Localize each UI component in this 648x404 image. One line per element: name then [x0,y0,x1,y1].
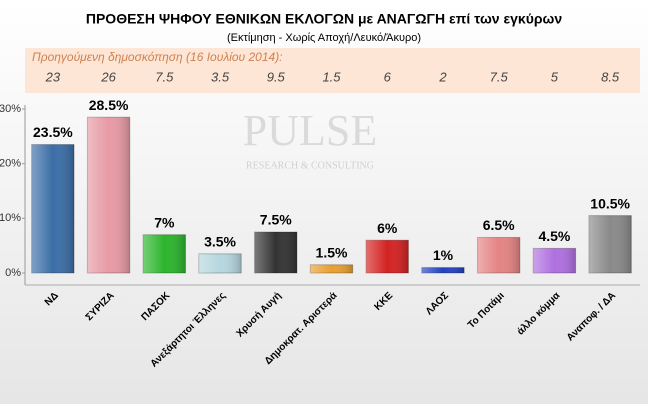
previous-value: 9.5 [267,69,286,84]
previous-value: 8.5 [601,69,620,84]
previous-value: 23 [45,69,61,84]
bar-shine [254,232,297,273]
value-label: 1% [433,247,454,263]
previous-value: 2 [438,69,447,84]
value-label: 3.5% [204,234,236,250]
previous-value: 5 [551,69,559,84]
value-label: 28.5% [89,97,129,113]
y-tick-label: 20% [0,158,21,170]
value-label: 6% [377,220,398,236]
previous-value: 7.5 [490,69,509,84]
y-tick-label: 0% [5,267,21,279]
value-label: 10.5% [590,195,630,211]
previous-value: 7.5 [155,69,174,84]
previous-label: Προηγούμενη δημοσκόπηση (16 Ιουλίου 2014… [32,50,283,64]
bar-shine [87,117,130,273]
watermark-sub: RESEARCH & CONSULTING [246,160,374,171]
value-label: 4.5% [538,228,570,244]
y-tick-label: 10% [0,212,21,224]
y-tick-label: 30% [0,103,21,115]
chart-title: ΠΡΟΘΕΣΗ ΨΗΦΟΥ ΕΘΝΙΚΩΝ ΕΚΛΟΓΩΝ με ΑΝΑΓΩΓΗ… [86,11,562,27]
bar-shine [477,237,520,273]
bar-shine [310,264,353,273]
bar-shine [421,267,465,273]
watermark: PULSE [243,106,377,155]
bar-shine [31,144,75,273]
previous-value: 6 [384,69,392,84]
bar-shine [366,240,409,273]
value-label: 23.5% [33,124,73,140]
chart-subtitle: (Εκτίμηση - Χωρίς Αποχή/Λευκό/Άκυρο) [227,32,421,44]
value-label: 7.5% [260,212,292,228]
previous-value: 1.5 [322,69,341,84]
bar-shine [588,215,632,273]
value-label: 7% [154,214,175,230]
value-label: 1.5% [316,245,348,261]
previous-value: 26 [100,69,116,84]
bar-shine [533,248,576,273]
bar-shine [143,234,186,273]
previous-value: 3.5 [211,69,230,84]
bar-shine [198,253,242,273]
previous-band [25,48,640,93]
value-label: 6.5% [483,217,515,233]
